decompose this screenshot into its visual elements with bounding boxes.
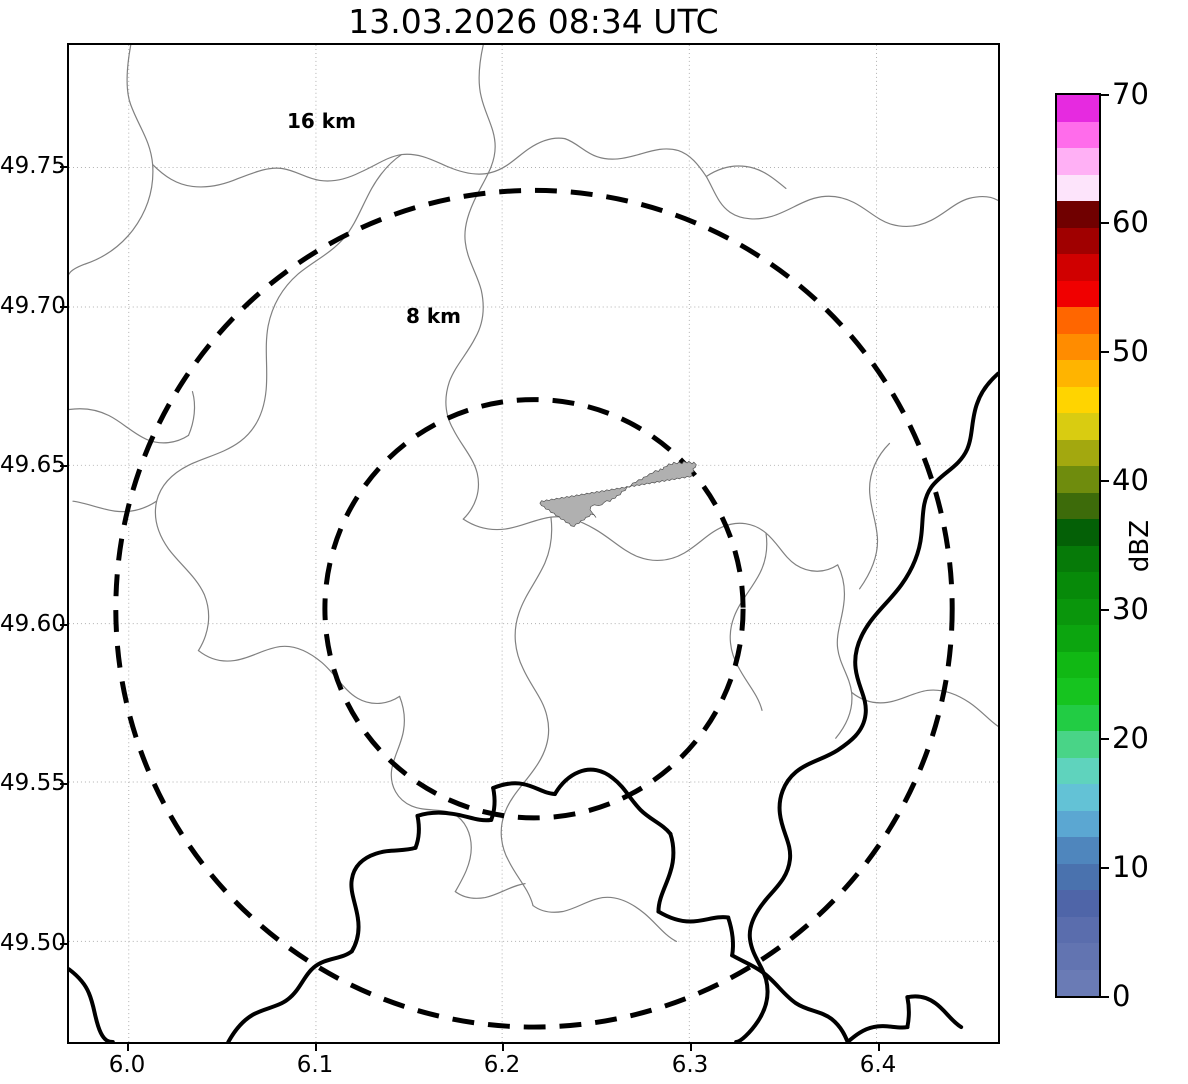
colorbar[interactable] (1055, 93, 1101, 998)
colorbar-segment (1057, 386, 1099, 413)
national-borders (69, 371, 998, 1042)
colorbar-tick-label: 30 (1112, 592, 1149, 626)
x-tick-label: 6.1 (296, 1052, 334, 1078)
commune-borders (69, 45, 998, 943)
y-tick-mark (60, 943, 67, 945)
y-tick-mark (60, 166, 67, 168)
colorbar-tick-mark (1101, 738, 1109, 740)
y-tick-label: 49.60 (0, 611, 66, 637)
colorbar-segment (1057, 784, 1099, 811)
colorbar-segment (1057, 678, 1099, 705)
colorbar-tick-mark (1101, 480, 1109, 482)
x-tick-mark (502, 1044, 504, 1051)
x-tick-mark (127, 1044, 129, 1051)
colorbar-tick-label: 20 (1112, 721, 1149, 755)
y-tick-label: 49.70 (0, 293, 66, 319)
colorbar-tick-label: 60 (1112, 205, 1149, 239)
x-tick-label: 6.2 (483, 1052, 521, 1078)
colorbar-segment (1057, 943, 1099, 970)
y-tick-label: 49.55 (0, 770, 66, 796)
map-canvas (69, 45, 998, 1042)
y-tick-mark (60, 783, 67, 785)
colorbar-segment (1057, 837, 1099, 864)
colorbar-segment (1057, 757, 1099, 784)
colorbar-tick-mark (1101, 867, 1109, 869)
colorbar-tick-mark (1101, 996, 1109, 998)
colorbar-segment (1057, 625, 1099, 652)
colorbar-segment (1057, 704, 1099, 731)
range-ring-16km (113, 187, 955, 1030)
x-tick-label: 6.4 (859, 1052, 897, 1078)
colorbar-segment (1057, 333, 1099, 360)
y-tick-label: 49.50 (0, 930, 66, 956)
x-tick-label: 6.0 (108, 1052, 146, 1078)
range-ring-label-16km: 16 km (287, 109, 356, 133)
page-title: 13.03.2026 08:34 UTC (348, 2, 719, 41)
x-tick-label: 6.3 (671, 1052, 709, 1078)
colorbar-segment (1057, 174, 1099, 201)
colorbar-tick-mark (1101, 351, 1109, 353)
colorbar-segment (1057, 121, 1099, 148)
colorbar-segment (1057, 572, 1099, 599)
colorbar-tick-mark (1101, 609, 1109, 611)
colorbar-tick-mark (1101, 222, 1109, 224)
colorbar-segment (1057, 360, 1099, 387)
colorbar-segment (1057, 969, 1099, 996)
y-tick-mark (60, 624, 67, 626)
colorbar-segment (1057, 280, 1099, 307)
y-tick-label: 49.65 (0, 452, 66, 478)
colorbar-segment (1057, 254, 1099, 281)
gridlines (69, 45, 998, 1042)
range-ring-8km (322, 397, 746, 821)
colorbar-segment (1057, 890, 1099, 917)
colorbar-tick-label: 40 (1112, 463, 1149, 497)
colorbar-axis-label: dBZ (1125, 519, 1155, 573)
city-polygon (539, 460, 697, 527)
y-tick-mark (60, 306, 67, 308)
colorbar-segment (1057, 863, 1099, 890)
colorbar-segment (1057, 227, 1099, 254)
colorbar-segment (1057, 598, 1099, 625)
colorbar-segment (1057, 545, 1099, 572)
colorbar-segment (1057, 307, 1099, 334)
y-tick-label: 49.75 (0, 153, 66, 179)
colorbar-segment (1057, 413, 1099, 440)
colorbar-segment (1057, 148, 1099, 175)
colorbar-segment (1057, 466, 1099, 493)
colorbar-segment (1057, 201, 1099, 228)
colorbar-tick-mark (1101, 94, 1109, 96)
range-ring-label-8km: 8 km (406, 304, 462, 328)
colorbar-segment (1057, 519, 1099, 546)
colorbar-segment (1057, 731, 1099, 758)
colorbar-tick-label: 70 (1112, 77, 1149, 111)
colorbar-segment (1057, 492, 1099, 519)
x-tick-mark (878, 1044, 880, 1051)
colorbar-tick-label: 0 (1112, 979, 1131, 1013)
colorbar-segment (1057, 651, 1099, 678)
x-tick-mark (690, 1044, 692, 1051)
y-tick-mark (60, 465, 67, 467)
range-rings (113, 187, 955, 1030)
colorbar-segment (1057, 95, 1099, 122)
colorbar-tick-label: 50 (1112, 334, 1149, 368)
x-tick-mark (315, 1044, 317, 1051)
colorbar-segment (1057, 916, 1099, 943)
colorbar-segment (1057, 810, 1099, 837)
map-plot-area[interactable]: 16 km 8 km (67, 43, 1000, 1044)
colorbar-tick-label: 10 (1112, 850, 1149, 884)
colorbar-segment (1057, 439, 1099, 466)
